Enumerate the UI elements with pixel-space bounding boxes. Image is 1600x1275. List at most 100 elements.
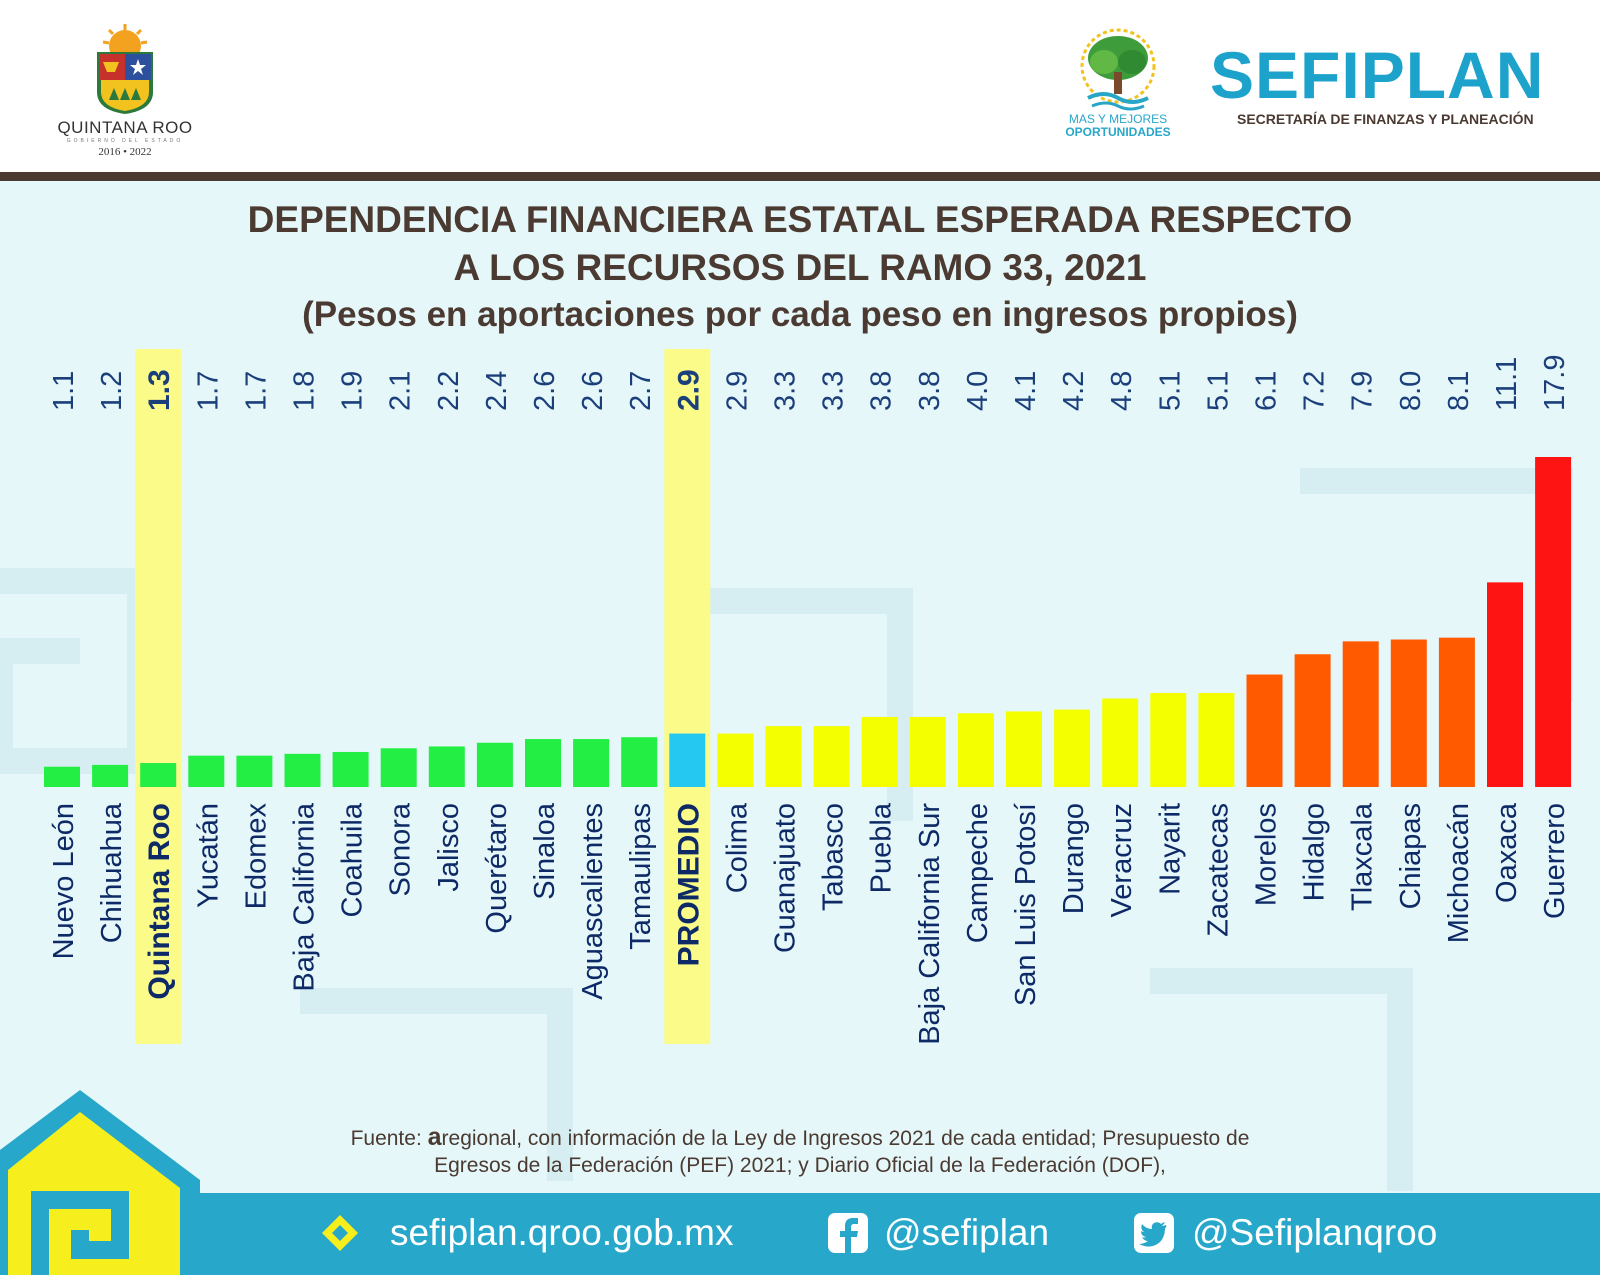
sefiplan-logo-icon [322,1215,358,1251]
bar [1054,709,1091,787]
bar [380,748,417,787]
value-label: 11.1 [1491,357,1523,411]
category-label: Nuevo León [48,803,80,959]
bar [1487,582,1523,787]
source-line-2: Egresos de la Federación (PEF) 2021; y D… [434,1154,1166,1177]
quintana-roo-logo: QUINTANA ROO GOBIERNO DEL ESTADO 2016 • … [45,22,205,162]
bar [44,766,80,787]
bar [525,739,561,787]
page-header: QUINTANA ROO GOBIERNO DEL ESTADO 2016 • … [0,0,1600,172]
value-label: 4.2 [1058,371,1090,411]
value-label: 7.2 [1299,371,1331,411]
category-label: Chihuahua [96,802,128,943]
category-label: Sinaloa [529,802,561,900]
value-label: 3.8 [866,371,898,411]
value-label: 4.8 [1106,371,1138,411]
bar [765,726,802,787]
value-label: 1.3 [143,369,176,411]
campaign-line-1: MAS Y MEJORES [1068,112,1168,126]
bar [236,755,273,787]
twitter-icon [1134,1213,1174,1253]
bar [332,751,369,787]
value-label: 6.1 [1251,371,1283,411]
chart-subtitle: (Pesos en aportaciones por cada peso en … [302,295,1298,334]
bar [1342,641,1379,787]
website-link[interactable]: sefiplan.qroo.gob.mx [390,1212,734,1253]
agency-name: SEFIPLAN [1210,38,1545,112]
bar [1535,457,1572,787]
category-label: Tamaulipas [625,803,657,950]
twitter-handle[interactable]: @Sefiplanqroo [1192,1212,1438,1253]
value-label: 1.7 [240,371,272,411]
state-logo-years: 2016 • 2022 [98,146,152,158]
category-label: Oaxaca [1491,802,1523,903]
bar [1102,698,1139,787]
value-label: 1.2 [96,371,128,411]
bar [1006,711,1042,787]
category-label: Puebla [866,802,898,893]
value-label: 5.1 [1202,371,1234,411]
bar [717,733,754,787]
corner-decorative-logo [0,1090,200,1275]
category-label: Guerrero [1539,803,1571,919]
value-label: 1.1 [48,371,80,411]
category-label: Quintana Roo [143,803,176,1000]
bar [1438,637,1475,787]
value-label: 2.7 [625,371,657,411]
value-label: 5.1 [1154,371,1186,411]
facebook-icon [828,1213,868,1253]
bar [428,746,465,787]
bar [1150,692,1187,787]
bar [669,733,706,787]
category-label: Tlaxcala [1347,802,1379,911]
facebook-handle[interactable]: @sefiplan [884,1212,1050,1253]
chart-title-line-1: DEPENDENCIA FINANCIERA ESTATAL ESPERADA … [247,199,1353,240]
value-label: 2.9 [672,369,705,411]
category-label: Querétaro [481,803,513,934]
agency-subtitle: SECRETARÍA DE FINANZAS Y PLANEACIÓN [1237,111,1534,127]
bar [188,755,225,787]
source-note: Fuente: aregional, con información de la… [260,1124,1340,1179]
value-label: 1.8 [289,371,321,411]
category-label: San Luis Potosí [1010,803,1042,1006]
category-label: Baja California [289,802,321,991]
category-label: Edomex [240,803,272,910]
bar [1246,674,1283,787]
category-label: Baja California Sur [914,803,946,1045]
category-label: Colima [721,802,753,893]
bar [573,739,610,787]
category-label: Chiapas [1395,803,1427,909]
highlight-band [135,349,182,1044]
value-label: 7.9 [1347,371,1379,411]
value-label: 4.1 [1010,371,1042,411]
category-label: Hidalgo [1299,803,1331,901]
source-line-1: regional, con información de la Ley de I… [441,1127,1250,1150]
value-label: 3.3 [818,371,850,411]
value-label: 4.0 [962,371,994,411]
bar [92,764,129,787]
campaign-logo: MAS Y MEJORES OPORTUNIDADES [1052,28,1184,143]
category-label: Veracruz [1106,803,1138,917]
category-label: Zacatecas [1202,803,1234,937]
highlight-band [664,349,711,1044]
chart-panel: DEPENDENCIA FINANCIERA ESTATAL ESPERADA … [0,181,1600,1193]
bar [1390,639,1427,787]
value-label: 2.6 [529,371,561,411]
bar [1198,692,1235,787]
bar [284,753,321,787]
category-label: Coahuila [337,802,369,917]
category-label: Durango [1058,803,1090,914]
value-label: 2.4 [481,371,513,411]
bar [861,716,898,787]
campaign-line-2: OPORTUNIDADES [1065,125,1171,139]
value-label: 17.9 [1539,355,1571,411]
category-label: Aguascalientes [577,803,609,1000]
value-label: 2.6 [577,371,609,411]
category-label: PROMEDIO [672,803,705,966]
value-label: 1.7 [192,371,224,411]
chart-title-line-2: A LOS RECURSOS DEL RAMO 33, 2021 [453,247,1147,288]
coat-of-arms-icon [97,24,153,114]
category-label: Tabasco [818,803,850,911]
value-label: 8.0 [1395,371,1427,411]
bar-chart: 1.1 Nuevo León 1.2 Chihuahua 1.3 Quintana Roo… [44,349,1572,1045]
